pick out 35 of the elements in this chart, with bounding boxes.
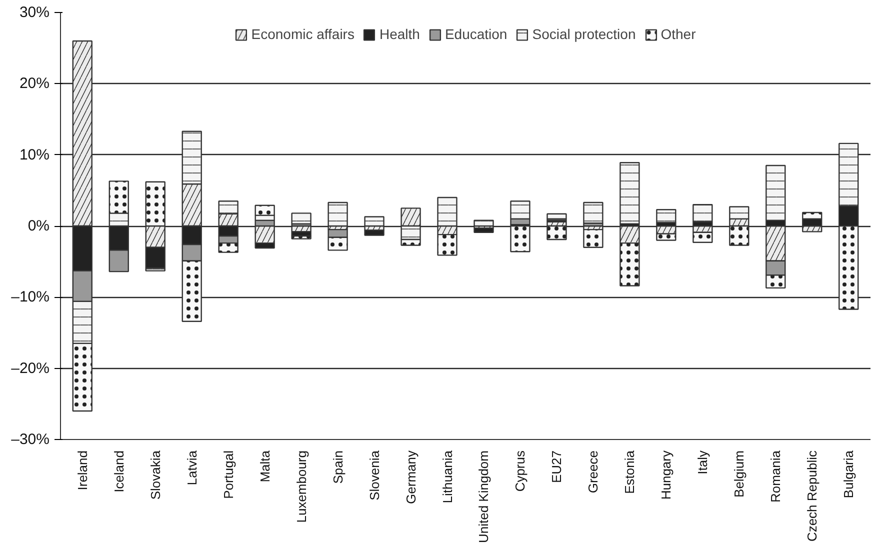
y-tick-label: 20% xyxy=(19,75,50,92)
x-tick-label: Czech Republic xyxy=(804,450,820,542)
x-tick-label: Portugal xyxy=(220,450,236,499)
legend-label: Social protection xyxy=(532,26,636,42)
x-tick-label: EU27 xyxy=(549,450,564,484)
x-tick-label: Romania xyxy=(768,450,784,503)
y-tick-label: –20% xyxy=(11,360,50,377)
y-tick-label: –10% xyxy=(11,288,50,306)
bar xyxy=(364,230,384,236)
x-tick-label: Malta xyxy=(257,450,272,482)
legend-label: Economic affairs xyxy=(251,26,354,42)
x-tick-label: Slovenia xyxy=(366,450,382,500)
x-tick-label: United Kingdom xyxy=(476,450,492,543)
x-tick-label: Latvia xyxy=(184,450,200,486)
x-tick-label: Slovakia xyxy=(148,450,163,500)
y-tick-label: 30% xyxy=(19,4,50,21)
x-tick-label: Iceland xyxy=(111,450,126,492)
x-tick-label: Estonia xyxy=(622,450,638,494)
x-tick-label: Cyprus xyxy=(512,450,528,492)
x-tick-label: Greece xyxy=(586,450,601,494)
x-tick-label: Italy xyxy=(695,450,710,474)
x-tick-label: Luxembourg xyxy=(294,450,309,523)
x-tick-label: Bulgaria xyxy=(841,450,856,498)
legend-label: Other xyxy=(660,26,696,42)
legend-label: Education xyxy=(444,26,508,42)
x-tick-label: Ireland xyxy=(74,450,90,490)
x-tick-label: Lithuania xyxy=(440,450,455,504)
x-tick-label: Hungary xyxy=(658,450,674,500)
x-tick-label: Spain xyxy=(330,450,346,484)
x-tick-label: Belgium xyxy=(732,450,747,498)
y-tick-label: –30% xyxy=(11,431,50,448)
y-tick-label: 0% xyxy=(28,218,50,234)
y-tick-label: 10% xyxy=(19,146,50,164)
legend-label: Health xyxy=(379,26,420,42)
x-tick-label: Germany xyxy=(403,450,418,504)
